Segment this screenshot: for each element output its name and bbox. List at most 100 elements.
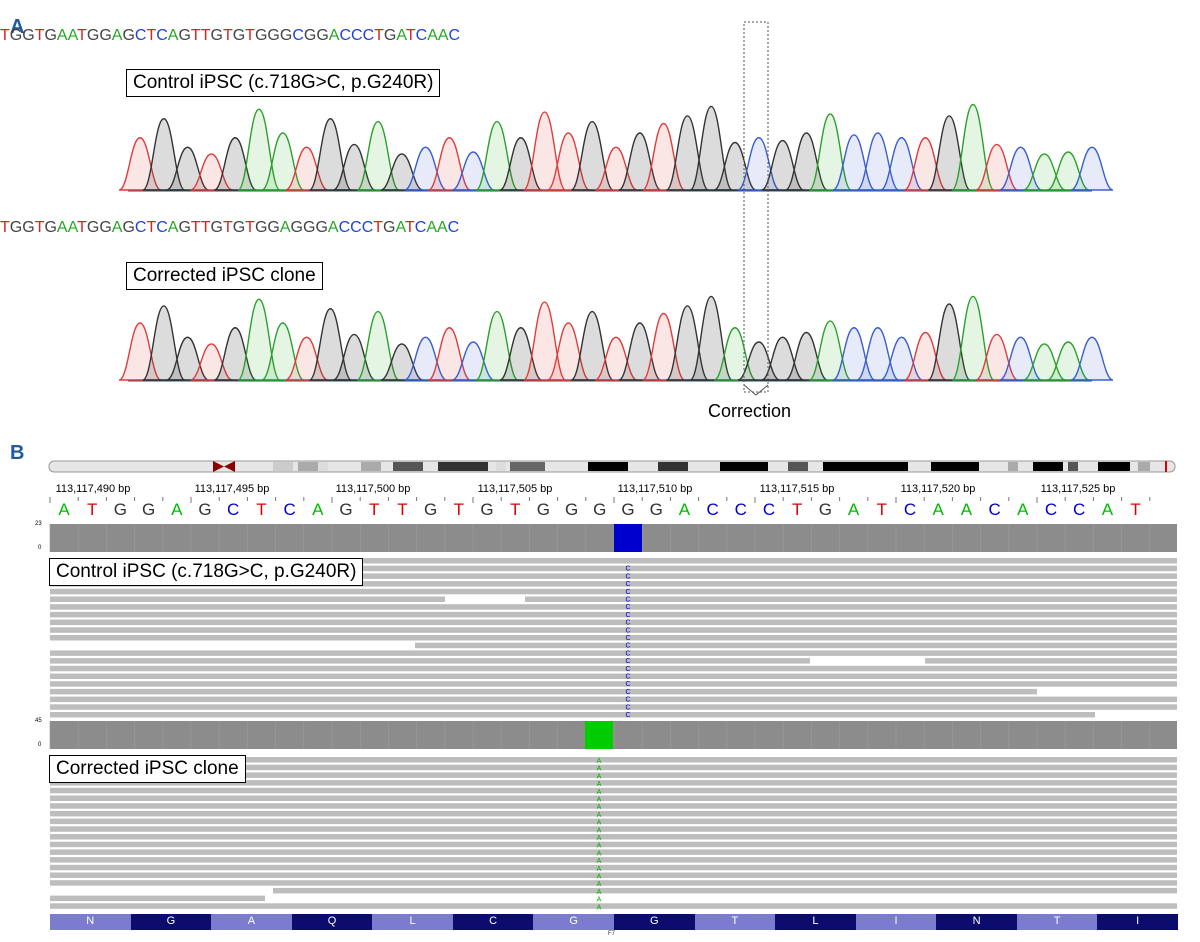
peak-20: [594, 336, 638, 381]
peak-6: [261, 132, 305, 191]
reference-base-21: G: [649, 500, 663, 519]
amino-acid-label-10: I: [894, 915, 898, 927]
amino-acid-block-11: N: [936, 914, 1017, 930]
base-6: A: [67, 27, 78, 44]
control-variant-base: C: [625, 666, 630, 673]
peak-27: [761, 139, 804, 191]
amino-acid-label-12: T: [1053, 915, 1061, 927]
peak-5: [237, 298, 281, 381]
read: [50, 841, 1177, 848]
corrected-variant-base: A: [597, 773, 602, 780]
peak-10: [356, 310, 400, 381]
read: [50, 818, 1177, 825]
peak-10: [356, 120, 400, 191]
read: [50, 803, 1177, 809]
band-12: [823, 462, 908, 471]
base-20: T: [222, 27, 233, 44]
base-21: G: [232, 219, 246, 236]
base-13: T: [146, 27, 157, 44]
base-26: C: [292, 27, 304, 44]
reference-base-22: A: [678, 500, 691, 519]
read: [50, 688, 1037, 695]
read: [50, 611, 1177, 618]
read: [50, 581, 1177, 587]
control-variant-base: C: [625, 650, 630, 657]
base-11: G: [122, 27, 135, 44]
amino-acid-label-0: N: [86, 915, 95, 927]
coordinate-label-2: 113,117,500 bp: [335, 483, 411, 495]
corrected-variant-base: A: [597, 850, 602, 857]
base-5: A: [56, 219, 68, 236]
coordinate-label-0: 113,117,490 bp: [55, 483, 131, 495]
band-8: [588, 462, 628, 471]
coverage-scale-corrected-min: 0: [38, 742, 42, 748]
amino-acid-block-9: L: [775, 914, 856, 930]
read: [50, 627, 1177, 633]
reference-base-36: C: [1073, 500, 1086, 519]
reference-base-5: G: [198, 500, 212, 519]
base-12: C: [134, 27, 147, 44]
base-14: C: [156, 27, 168, 44]
base-34: G: [383, 219, 396, 236]
base-33: T: [373, 219, 384, 236]
base-23: G: [254, 219, 268, 236]
read: [50, 787, 1177, 794]
corrected-chromatogram-label: Corrected iPSC clone: [126, 262, 323, 290]
peak-9: [332, 333, 376, 381]
peak-29: [808, 113, 852, 191]
coordinate-label-3: 113,117,505 bp: [477, 483, 553, 495]
base-5: A: [56, 27, 68, 44]
corrected-variant-base: A: [597, 820, 602, 827]
peak-40: [1070, 336, 1114, 381]
read: [50, 864, 1177, 871]
peak-21: [618, 132, 662, 191]
amino-acid-block-1: G: [130, 914, 212, 930]
chromosome-ideogram: [48, 460, 1176, 473]
base-19: G: [210, 27, 223, 44]
reference-base-6: C: [227, 500, 240, 519]
panel-a-label: A: [10, 16, 25, 38]
base-28: G: [316, 27, 329, 44]
base-31: C: [350, 219, 362, 236]
base-3: T: [34, 27, 45, 44]
amino-acid-label-3: Q: [327, 915, 337, 927]
peak-11: [380, 343, 424, 381]
read: [50, 795, 1177, 801]
reference-base-26: T: [791, 500, 803, 519]
base-8: G: [86, 219, 100, 236]
peak-28: [785, 331, 828, 381]
control-coverage: [50, 524, 1177, 552]
band-7: [510, 462, 545, 471]
amino-acid-block-3: Q: [291, 914, 373, 930]
amino-acid-label-7: G: [650, 915, 659, 927]
reference-base-24: C: [734, 500, 747, 519]
base-36: T: [405, 27, 416, 44]
peak-16: [499, 327, 543, 381]
corrected-variant-base: A: [597, 812, 602, 819]
base-30: C: [338, 219, 351, 236]
read: [50, 619, 1177, 626]
reference-base-12: T: [397, 500, 408, 519]
base-36: T: [404, 219, 415, 236]
amino-acid-block-13: I: [1097, 914, 1178, 930]
band-2: [318, 462, 328, 471]
base-15: A: [167, 219, 179, 236]
read: [50, 665, 1177, 672]
reference-base-4: A: [171, 500, 183, 519]
peak-17: [522, 111, 567, 191]
base-24: G: [267, 27, 280, 44]
read: [50, 712, 1095, 718]
read: [50, 857, 1177, 863]
reference-base-34: A: [1017, 500, 1029, 519]
base-25: G: [279, 27, 293, 44]
base-17: T: [190, 27, 201, 44]
read: [50, 696, 1177, 703]
peak-28: [785, 132, 828, 191]
base-28: G: [315, 219, 328, 236]
peak-15: [475, 120, 519, 191]
band-0: [273, 462, 293, 471]
corrected-variant-base: A: [597, 766, 602, 773]
read: [50, 880, 1177, 886]
